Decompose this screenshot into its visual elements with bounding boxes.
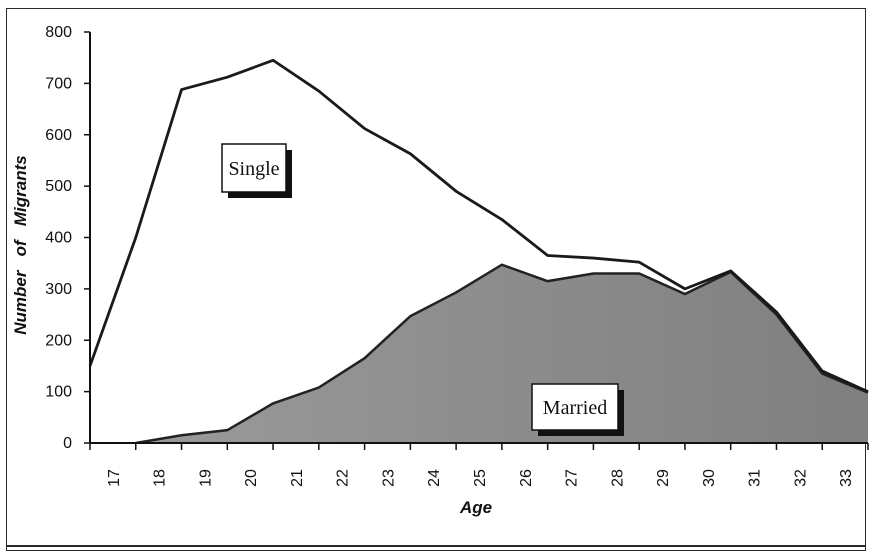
x-tick-label: 28	[609, 469, 626, 487]
x-tick-label: 30	[701, 469, 718, 487]
y-tick-label: 300	[45, 281, 72, 298]
single-callout-label: Single	[228, 158, 279, 180]
x-tick-label: 25	[472, 469, 489, 487]
x-tick-label: 23	[380, 469, 397, 487]
y-tick-label: 200	[45, 332, 72, 349]
y-tick-label: 400	[45, 230, 72, 247]
x-tick-label: 17	[106, 469, 123, 487]
y-tick-label: 0	[63, 435, 72, 452]
married-callout: Married	[531, 383, 624, 436]
y-tick-label: 700	[45, 75, 72, 92]
x-tick-label: 27	[564, 469, 581, 487]
x-tick-label: 22	[335, 469, 352, 487]
single-callout: Single	[221, 143, 292, 198]
y-tick-label: 100	[45, 384, 72, 401]
x-tick-label: 18	[152, 469, 169, 487]
x-tick-label: 26	[518, 469, 535, 487]
x-axis-ticks: 17 18 19 20 21 22 23 24 25 26 27 28 29 30 31 32 33	[89, 443, 869, 487]
x-tick-label: 21	[289, 469, 306, 487]
x-tick-label: 19	[197, 469, 214, 487]
x-tick-label: 31	[747, 469, 764, 487]
married-series	[135, 263, 869, 445]
married-callout-label: Married	[543, 397, 607, 419]
y-tick-label: 800	[45, 24, 72, 41]
single-series	[88, 58, 869, 393]
single-line	[88, 58, 869, 393]
x-tick-label: 24	[426, 469, 443, 487]
y-axis-title: Number of Migrants	[11, 155, 30, 334]
y-tick-label: 500	[45, 178, 72, 195]
x-tick-label: 20	[243, 469, 260, 487]
y-tick-label: 600	[45, 127, 72, 144]
x-tick-label: 32	[792, 469, 809, 487]
married-area	[135, 264, 868, 443]
bottom-divider	[6, 545, 866, 547]
y-axis-ticks: 0 100 200 300 400 500 600 700 800	[45, 24, 90, 452]
x-axis-title: Age	[459, 498, 492, 517]
x-tick-label: 33	[838, 469, 855, 487]
x-tick-label: 29	[655, 469, 672, 487]
